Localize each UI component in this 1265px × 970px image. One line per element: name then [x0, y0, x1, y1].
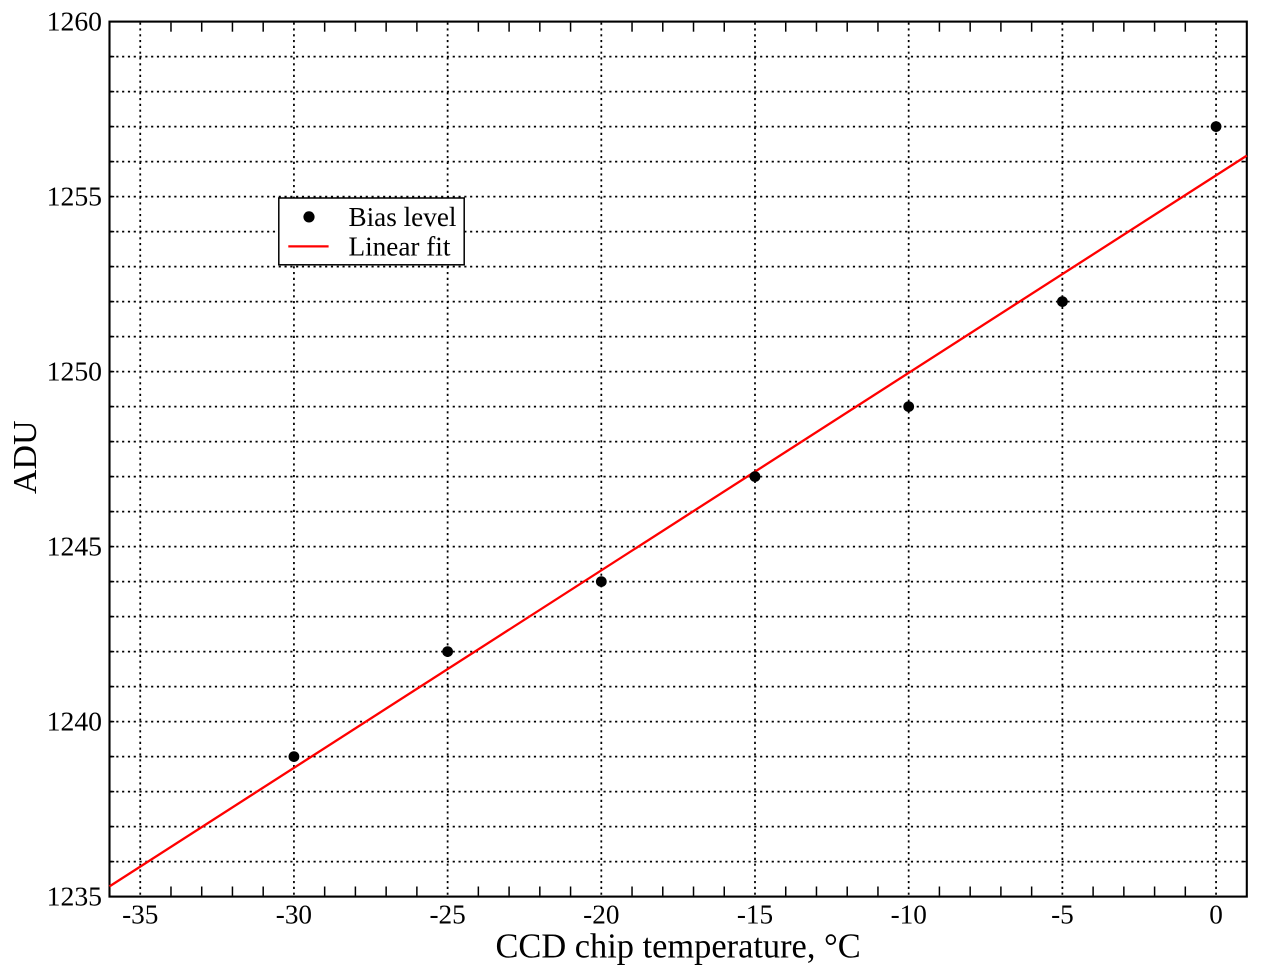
svg-text:CCD chip temperature, °C: CCD chip temperature, °C [495, 927, 860, 965]
svg-text:Linear fit: Linear fit [349, 231, 451, 261]
svg-text:1240: 1240 [47, 705, 102, 736]
svg-text:-5: -5 [1051, 900, 1074, 930]
svg-text:1255: 1255 [47, 180, 102, 211]
svg-text:-10: -10 [891, 900, 927, 930]
svg-text:-20: -20 [583, 900, 619, 930]
svg-text:-35: -35 [122, 900, 158, 930]
svg-text:-30: -30 [276, 900, 312, 930]
svg-text:1260: 1260 [47, 5, 102, 36]
svg-text:1245: 1245 [47, 530, 102, 561]
svg-text:Bias level: Bias level [349, 202, 457, 232]
svg-text:0: 0 [1209, 900, 1223, 930]
svg-text:-15: -15 [737, 900, 773, 930]
svg-text:ADU: ADU [7, 420, 44, 494]
svg-text:1235: 1235 [47, 880, 102, 911]
svg-text:-25: -25 [429, 900, 465, 930]
svg-text:1250: 1250 [47, 355, 102, 386]
